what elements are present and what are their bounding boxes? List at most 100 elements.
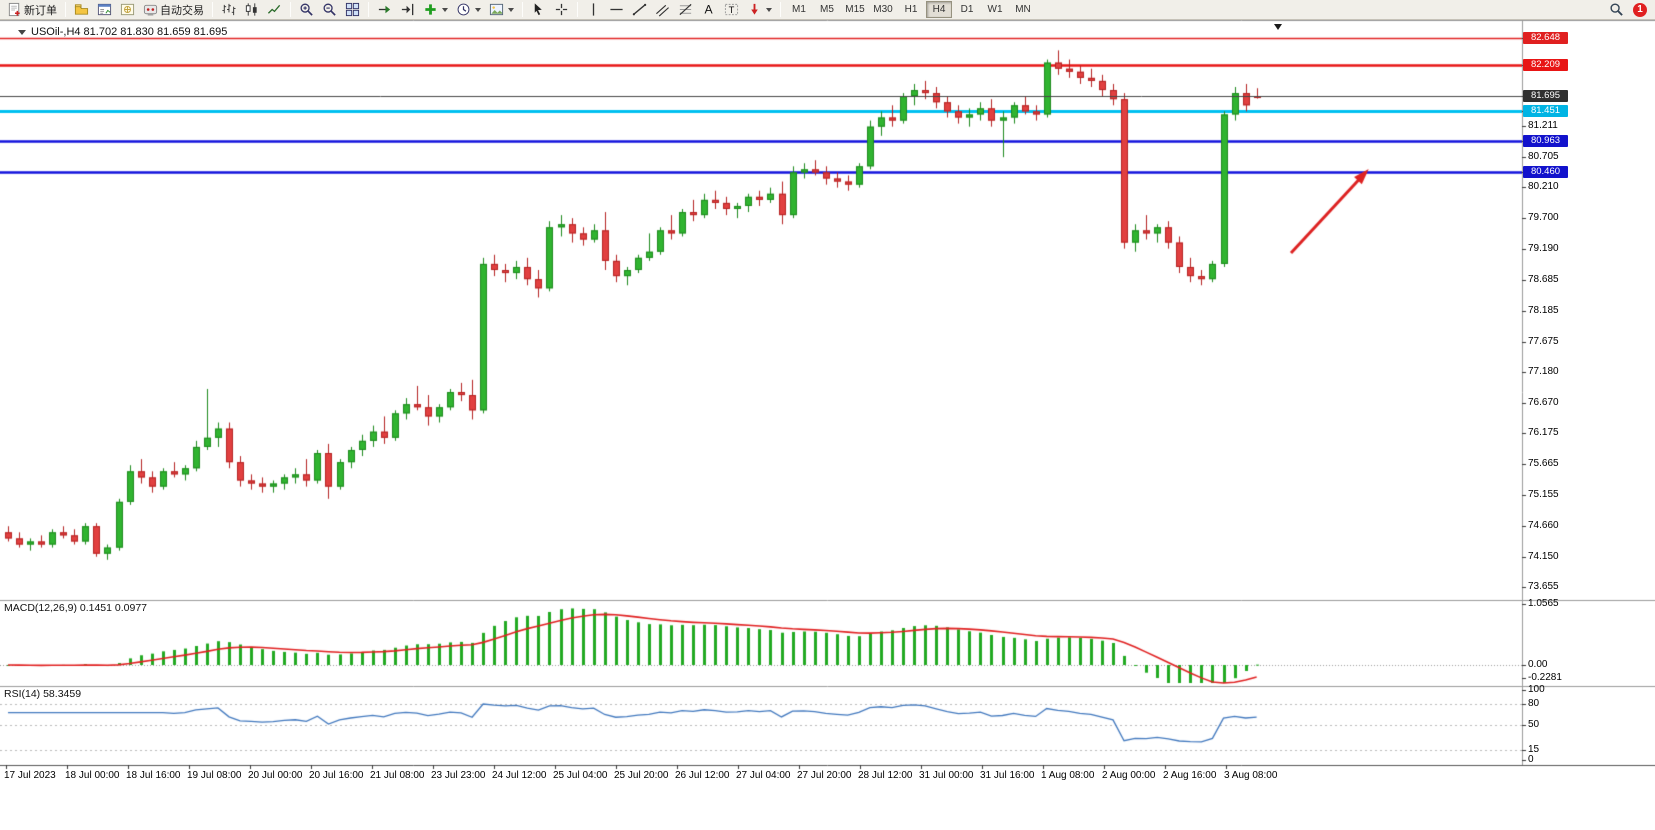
price-axis-label: 77.180 xyxy=(1528,365,1559,377)
tile-windows-icon xyxy=(345,2,360,17)
price-tag: 81.695 xyxy=(1523,90,1568,103)
price-axis-label: 80.705 xyxy=(1528,150,1559,162)
time-axis-label: 21 Jul 08:00 xyxy=(370,770,425,781)
timeframe-button-mn[interactable]: MN xyxy=(1015,4,1031,15)
text-label-button[interactable]: T xyxy=(720,1,743,19)
hline-icon xyxy=(609,2,624,17)
timeframe-button-w1[interactable]: W1 xyxy=(987,4,1003,15)
time-axis-label: 18 Jul 00:00 xyxy=(65,770,120,781)
chart-window[interactable]: USOil-,H4 81.702 81.830 81.659 81.695 MA… xyxy=(0,20,1655,830)
templates-button[interactable] xyxy=(485,1,518,19)
price-chart-canvas[interactable] xyxy=(0,20,1655,830)
profiles-button[interactable] xyxy=(70,1,93,19)
bars-button[interactable] xyxy=(217,1,240,19)
price-axis-label: 81.211 xyxy=(1528,119,1558,131)
time-axis-label: 20 Jul 16:00 xyxy=(309,770,364,781)
rsi-axis-label: 50 xyxy=(1528,719,1540,730)
autotrade-icon xyxy=(143,2,158,17)
svg-text:T: T xyxy=(729,5,735,15)
channel-button[interactable] xyxy=(651,1,674,19)
macd-axis-label: 0.00 xyxy=(1528,659,1548,670)
market-watch-icon xyxy=(97,2,112,17)
new-order-button[interactable]: 新订单 xyxy=(3,1,61,19)
rsi-label: RSI(14) 58.3459 xyxy=(4,688,82,700)
template-icon xyxy=(489,2,504,17)
profiles-icon xyxy=(74,2,89,17)
time-axis-label: 26 Jul 12:00 xyxy=(675,770,730,781)
dropdown-caret-icon xyxy=(766,7,772,12)
price-axis-label: 79.700 xyxy=(1528,212,1559,224)
toolbar-separator xyxy=(212,2,213,17)
fibonacci-button[interactable] xyxy=(674,1,697,19)
time-axis-label: 27 Jul 04:00 xyxy=(736,770,791,781)
price-axis-label: 79.190 xyxy=(1528,243,1559,255)
toolbar-separator xyxy=(368,2,369,17)
rsi-axis-label: 15 xyxy=(1528,743,1540,755)
cursor-button[interactable] xyxy=(527,1,550,19)
new-order-icon xyxy=(7,2,22,17)
price-tag: 81.451 xyxy=(1523,105,1568,118)
add-indicator-icon xyxy=(423,2,438,17)
collapse-arrow-icon[interactable] xyxy=(18,29,26,35)
timeframe-button-m5[interactable]: M5 xyxy=(820,4,834,15)
autotrade-button[interactable]: 自动交易 xyxy=(139,1,208,19)
chart-title: USOil-,H4 81.702 81.830 81.659 81.695 xyxy=(31,26,228,38)
search-icon xyxy=(1609,2,1624,17)
time-axis-label: 28 Jul 12:00 xyxy=(858,770,913,781)
price-axis-label: 77.675 xyxy=(1528,335,1559,347)
rsi-axis-label: 100 xyxy=(1528,684,1545,695)
zoom-out-button[interactable] xyxy=(318,1,341,19)
time-axis-label: 3 Aug 08:00 xyxy=(1224,770,1278,781)
shapes-icon xyxy=(747,2,762,17)
tile-windows-button[interactable] xyxy=(341,1,364,19)
navigator-icon xyxy=(120,2,135,17)
zoom-out-icon xyxy=(322,2,337,17)
trendline-icon xyxy=(632,2,647,17)
timeframe-button-m15[interactable]: M15 xyxy=(845,4,865,15)
svg-text:A: A xyxy=(704,3,713,17)
horizontal-line-button[interactable] xyxy=(605,1,628,19)
clock-icon xyxy=(456,2,471,17)
time-axis-label: 25 Jul 20:00 xyxy=(614,770,669,781)
vertical-line-button[interactable] xyxy=(582,1,605,19)
candlesticks-button[interactable] xyxy=(240,1,263,19)
indicators-button[interactable] xyxy=(419,1,452,19)
time-axis-label: 2 Aug 00:00 xyxy=(1102,770,1156,781)
bars-icon xyxy=(221,2,236,17)
navigator-button[interactable] xyxy=(116,1,139,19)
toolbar-separator xyxy=(780,2,781,17)
candles-icon xyxy=(244,2,259,17)
rsi-axis-label: 80 xyxy=(1528,698,1540,709)
auto-scroll-button[interactable] xyxy=(373,1,396,19)
channel-icon xyxy=(655,2,670,17)
trendline-button[interactable] xyxy=(628,1,651,19)
search-button[interactable] xyxy=(1605,1,1628,19)
toolbar-separator xyxy=(65,2,66,17)
macd-axis-label: 1.0565 xyxy=(1528,598,1559,610)
crosshair-button[interactable] xyxy=(550,1,573,19)
chart-shift-button[interactable] xyxy=(396,1,419,19)
price-axis-label: 76.670 xyxy=(1528,397,1559,408)
timeframe-button-m1[interactable]: M1 xyxy=(792,4,806,15)
arrows-button[interactable] xyxy=(743,1,776,19)
price-axis-label: 80.210 xyxy=(1528,181,1559,193)
dropdown-caret-icon xyxy=(508,7,514,12)
notification-badge[interactable]: 1 xyxy=(1633,2,1647,17)
time-axis-label: 19 Jul 08:00 xyxy=(187,770,242,781)
dropdown-caret-icon xyxy=(442,7,448,12)
dropdown-caret-icon xyxy=(475,7,481,12)
text-button[interactable]: A xyxy=(697,1,720,19)
timeframe-button-m30[interactable]: M30 xyxy=(873,4,893,15)
chart-title-bar: USOil-,H4 81.702 81.830 81.659 81.695 xyxy=(18,26,227,38)
time-axis-label: 17 Jul 2023 xyxy=(4,770,56,781)
zoom-in-button[interactable] xyxy=(295,1,318,19)
timeframe-button-h1[interactable]: H1 xyxy=(904,4,918,15)
crosshair-icon xyxy=(554,2,569,17)
line-chart-button[interactable] xyxy=(263,1,286,19)
periods-button[interactable] xyxy=(452,1,485,19)
timeframe-button-d1[interactable]: D1 xyxy=(960,4,974,15)
timeframe-button-h4[interactable]: H4 xyxy=(926,1,952,18)
chart-shift-marker-icon[interactable] xyxy=(1274,24,1282,30)
price-tag: 80.460 xyxy=(1523,165,1568,178)
market-watch-button[interactable] xyxy=(93,1,116,19)
